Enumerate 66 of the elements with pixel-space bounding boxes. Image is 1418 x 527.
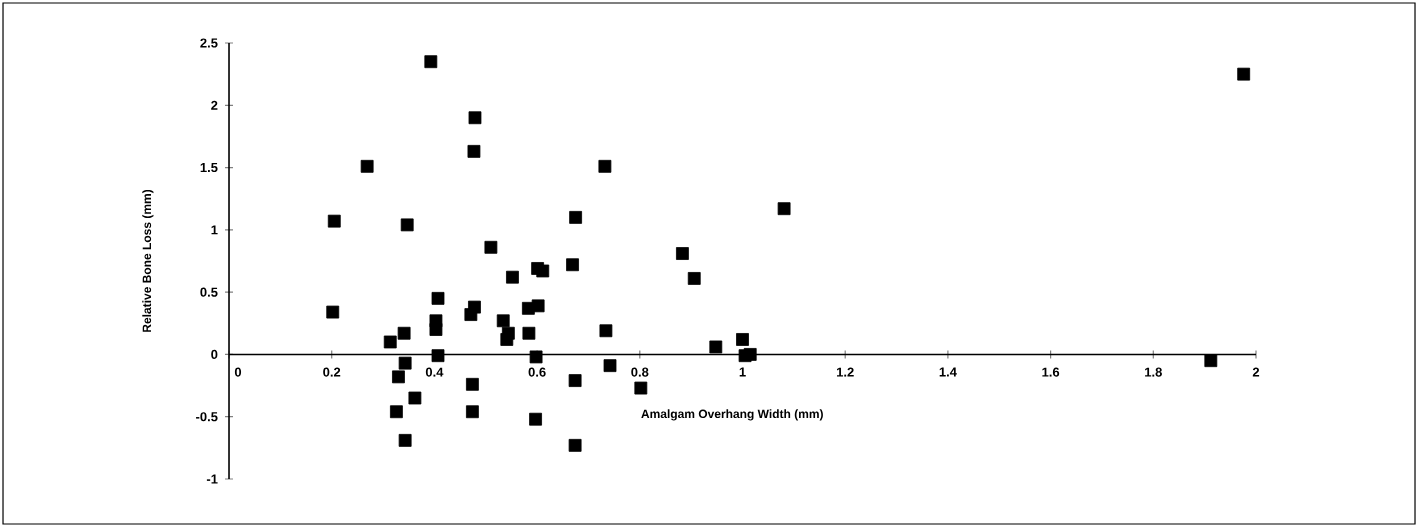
point xyxy=(603,359,617,373)
point xyxy=(484,240,498,254)
point xyxy=(431,291,445,305)
point xyxy=(398,356,412,370)
point xyxy=(743,348,757,361)
point xyxy=(709,340,723,354)
x-tick-label: 0.8 xyxy=(631,367,649,377)
x-tick-label: 0.4 xyxy=(425,367,444,377)
point xyxy=(687,272,701,285)
y-tick-label: 2 xyxy=(211,100,218,110)
y-tick-label: 2.5 xyxy=(200,38,218,48)
point xyxy=(466,405,479,419)
point xyxy=(521,301,535,315)
point xyxy=(429,323,443,336)
point xyxy=(326,305,340,319)
point xyxy=(500,333,514,346)
point xyxy=(566,258,579,272)
y-tick-label: 0 xyxy=(211,349,218,360)
point xyxy=(408,391,422,405)
point xyxy=(397,326,411,340)
y-tick-label: -1 xyxy=(206,474,218,484)
point xyxy=(400,218,414,232)
x-axis-title: Amalgam Overhang Width (mm) xyxy=(641,409,823,421)
y-tick-label: 1 xyxy=(211,225,218,235)
point xyxy=(424,55,438,69)
point xyxy=(1204,354,1218,368)
point xyxy=(383,335,397,349)
point xyxy=(506,270,519,284)
point xyxy=(529,350,543,364)
x-tick-label: 1.6 xyxy=(1042,367,1060,377)
point xyxy=(536,264,550,278)
x-tick-label: 0.6 xyxy=(528,367,546,377)
point xyxy=(569,211,583,224)
point xyxy=(522,326,536,340)
point xyxy=(327,214,341,228)
point xyxy=(466,377,479,391)
point xyxy=(392,370,405,384)
point xyxy=(736,333,749,346)
point xyxy=(777,202,791,216)
point xyxy=(598,159,612,173)
point xyxy=(464,308,478,321)
y-tick-label: -0.5 xyxy=(196,412,218,422)
x-tick-label: 1 xyxy=(739,367,746,377)
point xyxy=(398,433,412,447)
point xyxy=(431,349,445,363)
x-tick-label: 0.2 xyxy=(323,367,341,377)
x-tick-label: 1.8 xyxy=(1145,367,1162,377)
x-tick-label: 0 xyxy=(234,367,242,377)
point xyxy=(568,374,582,387)
x-tick-label: 1.4 xyxy=(939,367,957,377)
y-tick-label: 1.5 xyxy=(200,163,218,173)
point xyxy=(390,405,403,419)
point xyxy=(634,381,648,395)
x-tick-label: 2 xyxy=(1252,367,1260,377)
point xyxy=(676,247,689,260)
point xyxy=(1237,67,1251,81)
point xyxy=(529,412,542,426)
y-tick-label: 0.5 xyxy=(200,287,218,297)
point xyxy=(467,144,481,158)
point xyxy=(360,159,374,173)
point xyxy=(496,314,510,328)
point xyxy=(568,438,582,452)
point xyxy=(599,324,613,338)
y-axis-title: Relative Bone Loss (mm) xyxy=(142,189,154,332)
point xyxy=(468,111,482,125)
x-tick-label: 1.2 xyxy=(836,367,854,377)
